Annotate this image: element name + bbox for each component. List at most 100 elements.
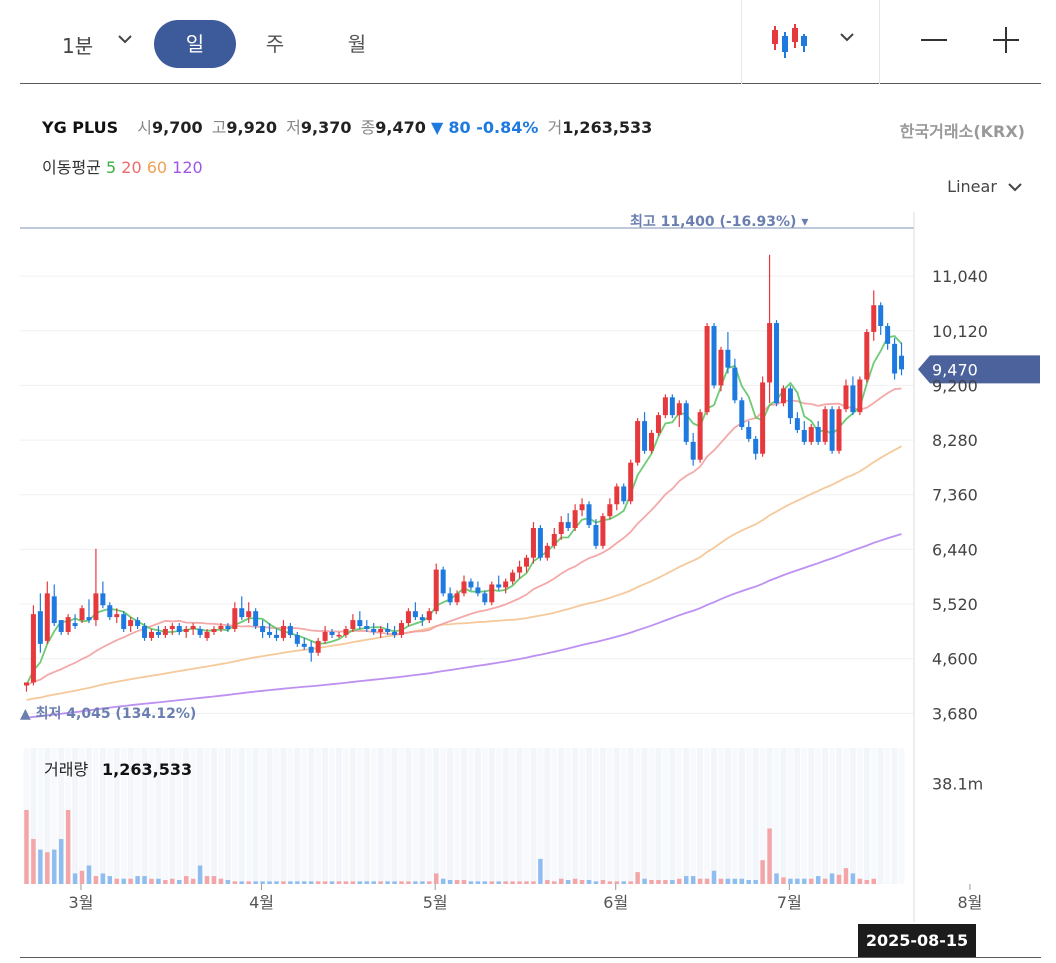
volume-bar: [461, 880, 467, 884]
volume-bar: [635, 872, 640, 884]
period-tab-day[interactable]: 일: [154, 20, 236, 68]
candle-body: [148, 631, 154, 638]
volume-bar: [45, 852, 50, 884]
candlestick-type-icon[interactable]: [770, 22, 810, 62]
volume-bar: [531, 881, 536, 884]
candle-body: [447, 593, 453, 603]
volume-bar: [253, 881, 258, 884]
high-label: 고: [211, 118, 227, 137]
volume-bar: [371, 881, 376, 884]
candle-body: [732, 367, 738, 401]
candle-body: [267, 631, 273, 635]
volume-bg-stripe: [516, 748, 523, 884]
candle-body: [864, 331, 870, 380]
volume-value: 1,263,533: [562, 118, 653, 137]
volume-bg-stripe: [280, 748, 287, 884]
volume-bg-stripe: [433, 748, 440, 884]
volume-bg-stripe: [134, 748, 141, 884]
volume-bg-stripe: [620, 748, 627, 884]
candle-body: [51, 596, 57, 624]
volume-bg-stripe: [287, 748, 294, 884]
volume-bg-stripe: [120, 748, 127, 884]
ma-5-label: 5: [105, 158, 117, 177]
volume-bar: [857, 878, 863, 884]
volume-bg-stripe: [842, 748, 849, 884]
volume-bg-stripe: [863, 748, 870, 884]
volume-bar: [663, 880, 668, 884]
interval-select-1min[interactable]: 1분: [62, 34, 94, 58]
volume-bg-stripe: [849, 748, 856, 884]
volume-bar: [170, 878, 175, 884]
volume-bg-stripe: [141, 748, 148, 884]
volume-bar: [260, 881, 265, 884]
close-label: 종: [360, 118, 376, 137]
candle-body: [725, 349, 731, 368]
candle-body: [294, 634, 300, 644]
volume-bar: [183, 876, 189, 884]
candle-body: [572, 510, 578, 529]
candle-body: [79, 608, 85, 621]
volume-bar: [454, 880, 460, 884]
candle-body: [808, 427, 814, 442]
current-price-tag: [918, 355, 1040, 384]
volume-bg-stripe: [37, 748, 44, 884]
volume-bar: [690, 876, 696, 884]
zoom-in-icon[interactable]: [992, 26, 1020, 54]
volume-bar: [864, 880, 870, 884]
volume-bar: [607, 881, 613, 884]
candle-body: [794, 418, 800, 430]
volume-bar: [809, 878, 814, 884]
candle-body: [121, 614, 127, 630]
candle-body: [489, 584, 495, 603]
volume-bar: [135, 876, 140, 884]
volume-bg-stripe: [51, 748, 58, 884]
change-value: 80 -0.84%: [448, 118, 539, 137]
toolbar-divider: [879, 0, 880, 84]
candle-body: [405, 611, 411, 624]
volume-bar: [114, 878, 119, 884]
stock-name: YG PLUS: [42, 118, 119, 137]
chart-toolbar: 1분 일 주 월: [20, 0, 1041, 84]
candle-body: [371, 629, 377, 632]
volume-bar: [788, 878, 793, 884]
volume-label: 거: [547, 118, 563, 137]
volume-bar: [538, 858, 543, 884]
chevron-down-icon[interactable]: [840, 32, 854, 42]
scale-mode-select[interactable]: Linear: [947, 177, 1022, 196]
volume-bar: [586, 880, 592, 884]
candle-body: [836, 409, 842, 451]
volume-bg-stripe: [294, 748, 301, 884]
volume-bg-stripe: [238, 748, 245, 884]
volume-axis-label: 38.1m: [932, 774, 983, 793]
volume-bar: [281, 881, 286, 884]
candle-body: [767, 323, 773, 383]
volume-bg-stripe: [815, 748, 822, 884]
volume-bar: [239, 881, 244, 884]
candle-body: [899, 355, 905, 370]
volume-bar: [232, 881, 238, 884]
period-tab-week[interactable]: 주: [265, 32, 285, 56]
volume-bar: [565, 880, 571, 884]
volume-bg-stripe: [79, 748, 86, 884]
volume-bg-stripe: [405, 748, 412, 884]
volume-bg-stripe: [412, 748, 419, 884]
volume-bg-stripe: [870, 748, 877, 884]
price-grid: [20, 227, 914, 714]
volume-bar: [684, 876, 689, 884]
volume-bar: [545, 880, 550, 884]
volume-bar: [711, 870, 717, 884]
volume-bg-stripe: [836, 748, 842, 884]
chevron-down-icon[interactable]: [118, 34, 132, 44]
volume-bar: [822, 878, 828, 884]
volume-bg-stripe: [766, 748, 773, 884]
zoom-out-icon[interactable]: [920, 26, 948, 54]
candle-body: [204, 631, 210, 638]
volume-bg-stripe: [690, 748, 697, 884]
candle-body: [517, 566, 523, 573]
candle-body: [30, 614, 36, 683]
candle-body: [697, 412, 703, 460]
volume-bg-stripe: [342, 748, 349, 884]
period-tab-month[interactable]: 월: [347, 32, 367, 56]
price-chart[interactable]: 최고 11,400 (-16.93%) ▾ ▲ 최저 4,045 (134.12%…: [0, 200, 1056, 922]
volume-bg-stripe: [877, 748, 884, 884]
